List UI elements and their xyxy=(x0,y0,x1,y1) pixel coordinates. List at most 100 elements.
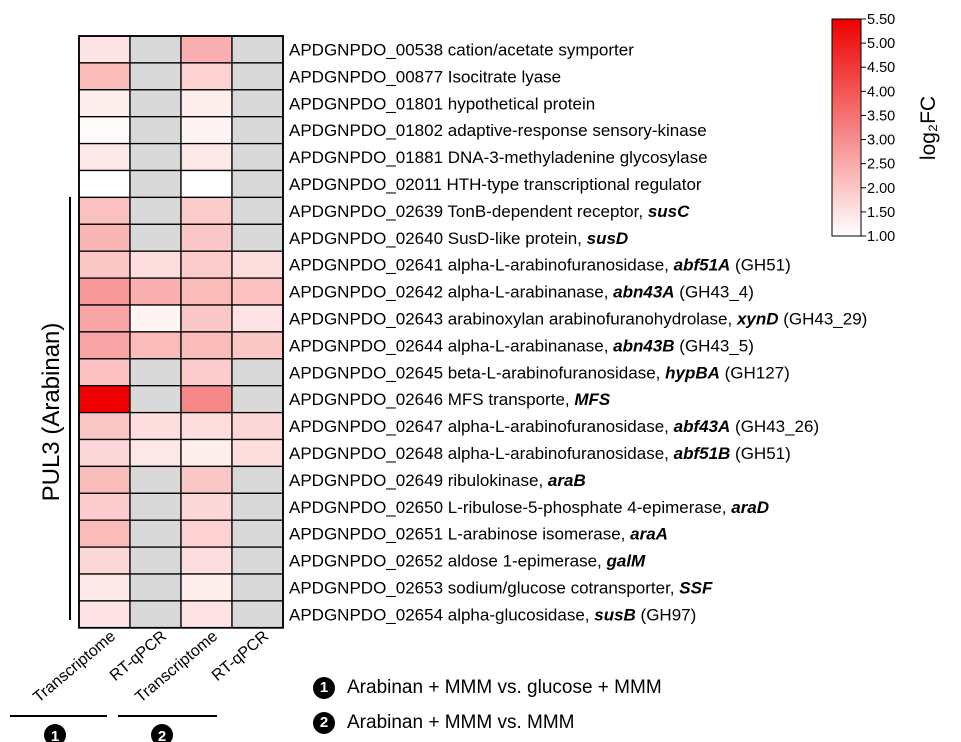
heatmap-cell xyxy=(129,196,182,225)
heatmap-cell xyxy=(129,223,182,252)
heatmap-cell xyxy=(78,385,131,414)
row-label: APDGNPDO_00877 Isocitrate lyase xyxy=(289,67,561,86)
row-label-family: (GH127) xyxy=(720,363,790,382)
heatmap-cell xyxy=(78,169,131,199)
colorbar-tick-label: 1.00 xyxy=(867,229,895,245)
heatmap-cell xyxy=(78,573,131,602)
row-label-family: (GH43_4) xyxy=(675,283,754,302)
heatmap-cell xyxy=(78,438,131,468)
colorbar-tick-label: 2.50 xyxy=(867,157,895,173)
heatmap-cell xyxy=(129,600,182,629)
heatmap-cell xyxy=(231,546,284,575)
group-2-legend: 2 Arabinan + MMM vs. MMM xyxy=(313,712,575,734)
column-header: Transcriptome xyxy=(30,628,119,706)
heatmap-cell xyxy=(180,492,233,521)
cluster-label: PUL3 (Arabinan) xyxy=(38,323,65,502)
row-label: APDGNPDO_02654 alpha-glucosidase, susB (… xyxy=(289,605,696,624)
row-label-description: APDGNPDO_01802 adaptive-response sensory… xyxy=(289,121,707,140)
row-label: APDGNPDO_02011 HTH-type transcriptional … xyxy=(289,175,702,194)
colorbar-ticks: 1.00 1.50 2.00 2.50 3.00 3.50 4.00 4.50 5.00 5.50 xyxy=(861,12,895,245)
row-label-family: (GH43_26) xyxy=(730,417,819,436)
heatmap-cell xyxy=(78,465,131,494)
row-label-gene: susB xyxy=(594,605,636,624)
heatmap-cell xyxy=(231,331,284,360)
row-label: APDGNPDO_02641 alpha-L-arabinofuranosida… xyxy=(289,256,791,275)
row-label-description: APDGNPDO_00538 cation/acetate symporter xyxy=(289,40,634,59)
heatmap-cell xyxy=(231,411,284,441)
heatmap-cell xyxy=(129,546,182,575)
row-label-description: APDGNPDO_02640 SusD-like protein, xyxy=(289,229,587,248)
heatmap-cell xyxy=(231,142,284,172)
heatmap-border xyxy=(78,35,284,629)
heatmap-cell xyxy=(180,35,233,64)
heatmap-cell xyxy=(231,385,284,414)
row-label-gene: susD xyxy=(587,229,629,248)
heatmap-cell xyxy=(129,62,182,91)
row-label: APDGNPDO_02648 alpha-L-arabinofuranosida… xyxy=(289,444,791,463)
row-label-description: APDGNPDO_01801 hypothetical protein xyxy=(289,94,595,113)
heatmap-cell xyxy=(129,519,182,548)
row-label-description: APDGNPDO_02645 beta-L-arabinofuranosidas… xyxy=(289,363,665,382)
heatmap-cell xyxy=(129,277,182,306)
heatmap-cell xyxy=(231,573,284,602)
heatmap-cell xyxy=(78,411,131,441)
heatmap-cell xyxy=(129,142,182,172)
column-header: RT-qPCR xyxy=(209,628,272,685)
row-label: APDGNPDO_02639 TonB-dependent receptor, … xyxy=(289,202,690,221)
heatmap-cell xyxy=(129,358,182,387)
heatmap-cell xyxy=(78,519,131,548)
row-label-gene: SSF xyxy=(679,578,713,597)
colorbar-tick-label: 3.00 xyxy=(867,133,895,149)
heatmap-cell xyxy=(180,573,233,602)
heatmap-cell xyxy=(180,438,233,468)
group-1-legend: 1 Arabinan + MMM vs. glucose + MMM xyxy=(313,677,662,699)
row-label-family: (GH43_5) xyxy=(675,336,754,355)
row-label-gene: MFS xyxy=(574,390,611,409)
heatmap-cell xyxy=(180,196,233,225)
row-label-gene: araD xyxy=(731,498,769,517)
row-label-description: APDGNPDO_02651 L-arabinose isomerase, xyxy=(289,525,630,544)
group-1-marker xyxy=(44,724,66,742)
heatmap-cell xyxy=(129,169,182,199)
heatmap-cell xyxy=(78,223,131,252)
row-label-description: APDGNPDO_02648 alpha-L-arabinofuranosida… xyxy=(289,444,674,463)
row-label-family: (GH51) xyxy=(730,444,790,463)
row-label-description: APDGNPDO_02652 aldose 1-epimerase, xyxy=(289,552,607,571)
heatmap-cell xyxy=(231,169,284,199)
row-label: APDGNPDO_02643 arabinoxylan arabinofuran… xyxy=(289,309,867,328)
row-label-description: APDGNPDO_02642 alpha-L-arabinanase, xyxy=(289,283,613,302)
row-label-gene: galM xyxy=(606,552,647,571)
row-label: APDGNPDO_02651 L-arabinose isomerase, ar… xyxy=(289,525,668,544)
heatmap-cell xyxy=(78,492,131,521)
heatmap-cell xyxy=(129,573,182,602)
heatmap-cell xyxy=(231,116,284,145)
colorbar-tick-label: 5.00 xyxy=(867,36,895,52)
group-2-legend-marker: 2 xyxy=(313,712,335,734)
colorbar-tick-label: 2.00 xyxy=(867,181,895,197)
heatmap-cell xyxy=(129,116,182,145)
row-label: APDGNPDO_02640 SusD-like protein, susD xyxy=(289,229,628,248)
row-label: APDGNPDO_02653 sodium/glucose cotranspor… xyxy=(289,578,713,597)
heatmap-cell xyxy=(78,358,131,387)
heatmap-cell xyxy=(78,35,131,64)
heatmap-cell xyxy=(78,116,131,145)
group-1-legend-marker: 1 xyxy=(313,677,335,699)
group-2-legend-text: Arabinan + MMM vs. MMM xyxy=(347,712,575,733)
heatmap-cell xyxy=(180,465,233,494)
row-label-gene: abf51B xyxy=(674,444,731,463)
heatmap-cell xyxy=(180,116,233,145)
heatmap-cell xyxy=(78,600,131,629)
row-label-family: (GH51) xyxy=(730,256,790,275)
heatmap-cell xyxy=(78,304,131,333)
heatmap-cell xyxy=(180,169,233,199)
heatmap-cell xyxy=(78,331,131,360)
row-label-description: APDGNPDO_02654 alpha-glucosidase, xyxy=(289,605,594,624)
column-groups: 1 2 xyxy=(10,715,217,742)
heatmap-cell xyxy=(231,277,284,306)
heatmap-cell xyxy=(231,304,284,333)
heatmap-cell xyxy=(78,62,131,91)
heatmap-cell xyxy=(231,89,284,118)
heatmap-cell xyxy=(180,385,233,414)
heatmap-cell xyxy=(231,62,284,91)
heatmap-cell xyxy=(231,600,284,629)
